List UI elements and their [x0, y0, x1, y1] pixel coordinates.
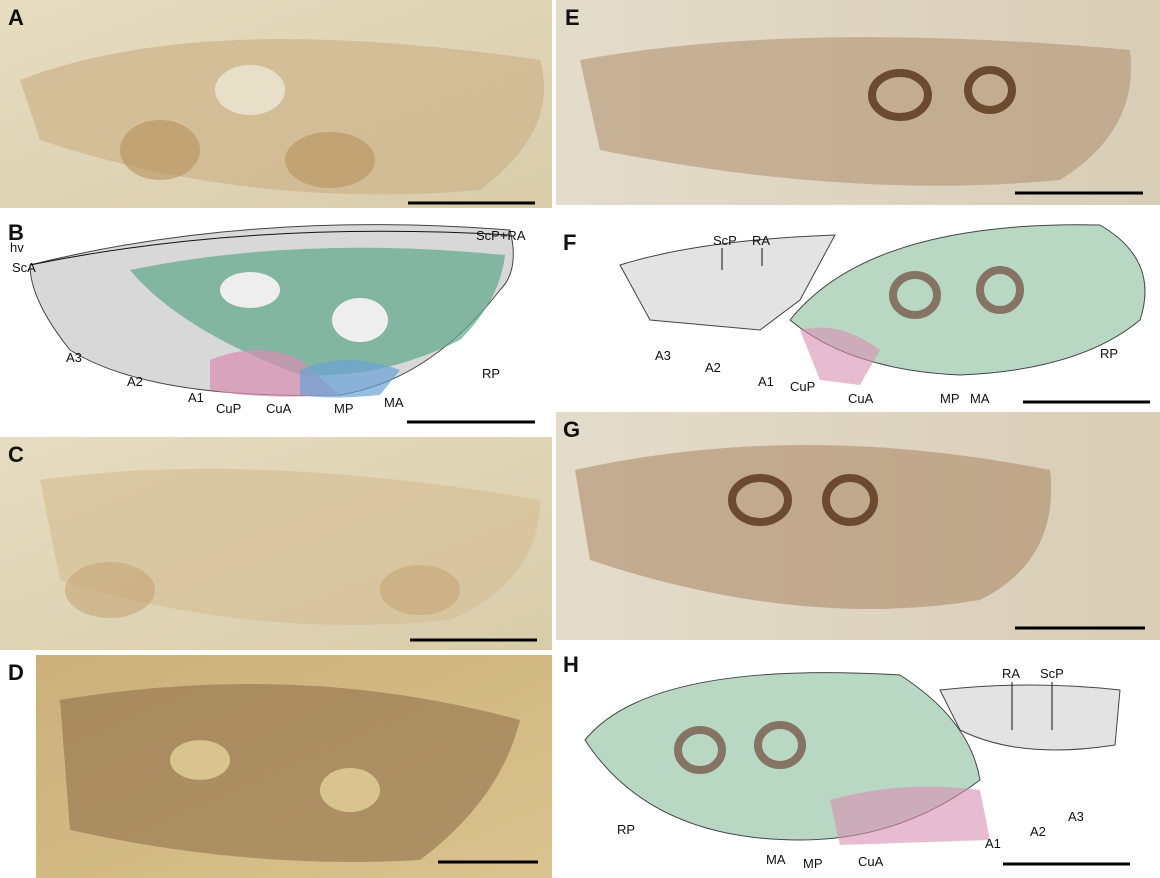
vein-label: A3: [66, 350, 82, 365]
vein-label: CuA: [848, 391, 874, 406]
panel-label: A: [8, 5, 24, 30]
vein-label: CuP: [216, 401, 241, 416]
vein-label: RP: [1100, 346, 1118, 361]
vein-label: A1: [985, 836, 1001, 851]
vein-label: MP: [940, 391, 960, 406]
panel-f: [619, 224, 1150, 404]
panel-a: [0, 0, 552, 208]
vein-label: A3: [655, 348, 671, 363]
vein-label: A1: [758, 374, 774, 389]
panel-label: D: [8, 660, 24, 685]
vein-label: A2: [705, 360, 721, 375]
vein-label: RP: [617, 822, 635, 837]
panel-label: G: [563, 417, 580, 442]
vein-label: MA: [970, 391, 990, 406]
vein-label: RA: [752, 233, 770, 248]
panel-h: [584, 672, 1130, 866]
panel-h-labels: RA ScP RP MA MP CuA A1 A2 A3: [617, 666, 1084, 871]
panel-label: C: [8, 442, 24, 467]
vein-label: hv: [10, 240, 24, 255]
vein-label: MP: [334, 401, 354, 416]
vein-label: CuA: [858, 854, 884, 869]
vein-label: A1: [188, 390, 204, 405]
panel-label: F: [563, 230, 576, 255]
panel-label: E: [565, 5, 580, 30]
vein-label: RA: [1002, 666, 1020, 681]
vein-label: MP: [803, 856, 823, 871]
vein-label: A3: [1068, 809, 1084, 824]
panel-f-labels: ScP RA A3 A2 A1 CuP CuA MP MA RP: [655, 233, 1118, 406]
vein-label: A2: [127, 374, 143, 389]
vein-label: CuA: [266, 401, 292, 416]
panel-b-labels: hv ScA ScP+RA A3 A2 A1 CuP CuA MP MA RP: [10, 228, 526, 416]
vein-label: A2: [1030, 824, 1046, 839]
vein-label: CuP: [790, 379, 815, 394]
vein-label: ScP+RA: [476, 228, 526, 243]
panel-label: B: [8, 220, 24, 245]
vein-label: RP: [482, 366, 500, 381]
vein-label: MA: [766, 852, 786, 867]
vein-label: ScP: [1040, 666, 1064, 681]
panel-c: [0, 437, 552, 650]
vein-label: ScA: [12, 260, 36, 275]
vein-label: ScP: [713, 233, 737, 248]
panel-b: [29, 224, 535, 424]
panel-e: [556, 0, 1160, 205]
panel-d: [36, 655, 552, 878]
panel-label: H: [563, 652, 579, 677]
panel-g: [556, 412, 1160, 640]
vein-label: MA: [384, 395, 404, 410]
